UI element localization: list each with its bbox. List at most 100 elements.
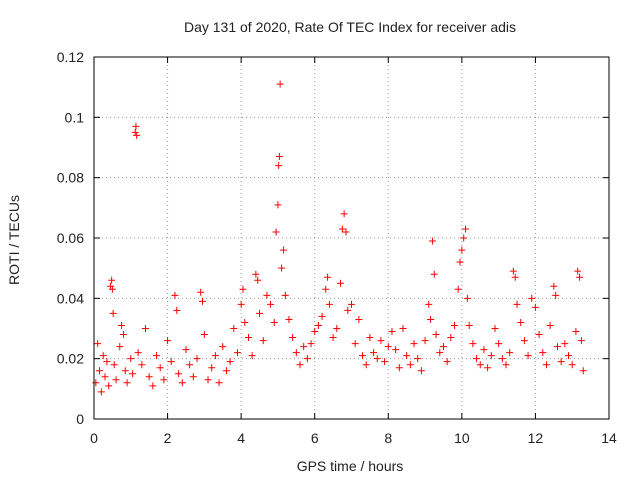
data-point — [109, 309, 117, 317]
data-point — [108, 276, 116, 284]
data-point — [272, 228, 280, 236]
data-point — [318, 312, 326, 320]
data-point — [145, 373, 153, 381]
data-point — [428, 237, 436, 245]
data-point — [443, 358, 451, 366]
data-point — [430, 270, 438, 278]
data-point — [92, 379, 100, 387]
data-point — [270, 318, 278, 326]
axis-ticks: 0 2 4 6 8 10 12 14 0 0.02 0.04 0.06 0.08 0.1 0.12 — [57, 49, 617, 446]
data-point — [292, 349, 300, 357]
data-point — [370, 349, 378, 357]
data-point — [336, 279, 344, 287]
y-tick-label: 0.06 — [57, 230, 84, 246]
data-point — [329, 334, 337, 342]
data-point — [554, 343, 561, 351]
data-point — [178, 379, 186, 387]
data-point — [281, 291, 289, 299]
data-point — [189, 373, 197, 381]
data-point — [127, 355, 135, 363]
y-tick-label: 0 — [76, 411, 84, 427]
data-point — [108, 285, 116, 293]
data-point — [520, 337, 528, 345]
data-point — [539, 349, 547, 357]
data-point — [579, 367, 587, 375]
x-tick-label: 14 — [601, 430, 617, 446]
data-point — [99, 352, 107, 360]
data-point — [348, 300, 355, 308]
data-point — [193, 355, 201, 363]
x-tick-label: 2 — [164, 430, 172, 446]
data-point — [307, 340, 315, 348]
data-point — [167, 358, 175, 366]
data-point — [509, 267, 517, 275]
data-point — [131, 128, 139, 136]
data-point — [572, 328, 580, 336]
data-point — [502, 361, 510, 369]
data-point — [153, 352, 161, 360]
data-point — [94, 340, 102, 348]
data-point — [414, 355, 422, 363]
data-point — [535, 331, 543, 339]
data-point — [133, 131, 141, 139]
y-tick-label: 0.08 — [57, 170, 84, 186]
x-tick-label: 4 — [237, 430, 245, 446]
data-point — [439, 343, 447, 351]
data-point — [199, 297, 207, 305]
data-point — [417, 367, 425, 375]
data-point — [289, 334, 297, 342]
data-point — [230, 325, 238, 332]
data-point — [377, 337, 385, 345]
data-point — [565, 352, 573, 360]
y-tick-label: 0.12 — [57, 49, 84, 65]
data-point — [447, 334, 455, 342]
data-point — [340, 210, 348, 218]
data-point — [410, 340, 418, 348]
data-points — [92, 80, 587, 396]
data-point — [219, 343, 227, 351]
data-point — [511, 273, 519, 281]
data-point — [96, 367, 104, 375]
data-point — [132, 122, 140, 130]
data-point — [239, 285, 247, 293]
data-point — [531, 303, 539, 311]
data-point — [245, 334, 252, 342]
data-point — [362, 361, 370, 369]
data-point — [208, 364, 216, 372]
data-point — [451, 321, 458, 329]
x-tick-label: 12 — [528, 430, 544, 446]
data-point — [384, 343, 392, 351]
data-point — [200, 331, 208, 339]
x-tick-label: 6 — [311, 430, 319, 446]
data-point — [311, 328, 319, 336]
data-point — [303, 355, 311, 363]
x-tick-label: 8 — [384, 430, 392, 446]
data-point — [275, 162, 283, 170]
data-point — [241, 318, 249, 326]
data-point — [359, 352, 367, 360]
data-point — [528, 294, 536, 302]
x-tick-label: 10 — [454, 430, 470, 446]
data-point — [123, 379, 131, 387]
data-point — [355, 315, 363, 323]
data-point — [171, 291, 179, 299]
data-point — [263, 291, 271, 299]
data-point — [456, 258, 464, 266]
data-point — [267, 300, 275, 308]
data-point — [392, 346, 400, 354]
data-point — [107, 282, 115, 290]
data-point — [480, 346, 488, 354]
data-point — [487, 352, 495, 360]
data-point — [388, 328, 396, 336]
data-point — [546, 321, 554, 329]
data-point — [469, 340, 477, 348]
data-point — [197, 288, 205, 296]
data-point — [119, 331, 127, 339]
data-point — [491, 325, 499, 332]
x-axis-label: GPS time / hours — [297, 458, 404, 474]
data-point — [314, 321, 322, 329]
data-point — [403, 352, 411, 360]
data-point — [577, 337, 585, 345]
data-point — [275, 153, 283, 161]
